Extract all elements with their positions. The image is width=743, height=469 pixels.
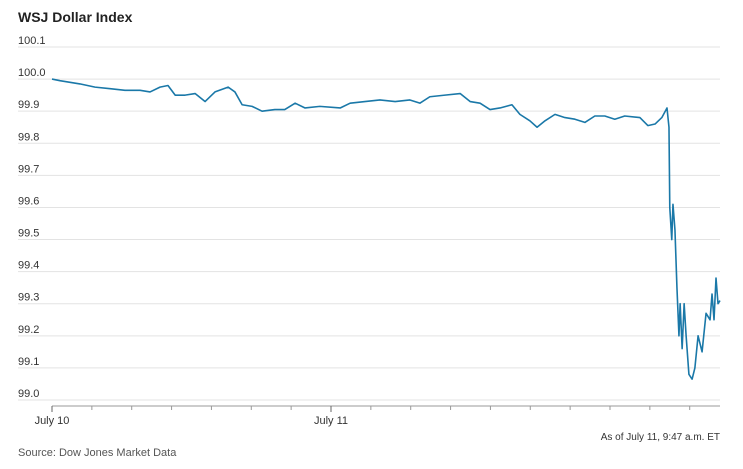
x-tick-label: July 10 <box>35 415 70 427</box>
y-tick-label: 99.6 <box>18 195 39 207</box>
y-tick-label: 99.0 <box>18 388 39 400</box>
source: Source: Dow Jones Market Data <box>18 447 177 459</box>
y-tick-label: 99.7 <box>18 163 39 175</box>
y-tick-label: 99.8 <box>18 131 39 143</box>
y-tick-label: 99.4 <box>18 260 39 272</box>
y-tick-label: 99.9 <box>18 99 39 111</box>
y-tick-label: 100.0 <box>18 67 46 79</box>
y-tick-label: 99.3 <box>18 292 39 304</box>
y-tick-label: 99.2 <box>18 324 39 336</box>
y-tick-label: 100.1 <box>18 35 46 47</box>
y-tick-label: 99.1 <box>18 356 39 368</box>
note: As of July 11, 9:47 a.m. ET <box>601 432 720 443</box>
data-line <box>51 78 721 380</box>
y-tick-label: 99.5 <box>18 228 39 240</box>
x-tick-label: July 11 <box>314 415 348 427</box>
chart-title: WSJ Dollar Index <box>18 9 133 25</box>
